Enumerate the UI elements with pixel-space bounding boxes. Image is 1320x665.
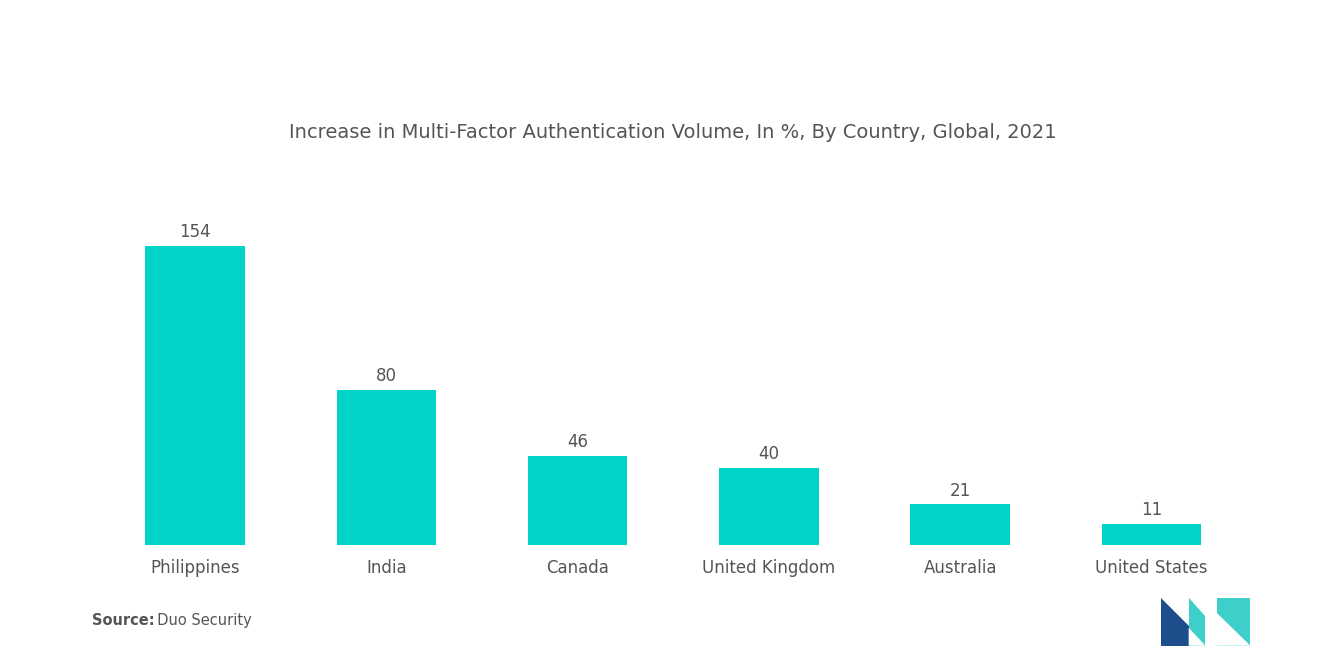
Polygon shape — [1189, 598, 1205, 616]
Polygon shape — [1217, 598, 1250, 646]
Text: 40: 40 — [759, 445, 779, 463]
Polygon shape — [1217, 613, 1250, 646]
Text: 154: 154 — [180, 223, 211, 241]
Bar — [145, 246, 244, 545]
Bar — [337, 390, 436, 545]
Bar — [719, 467, 818, 545]
Polygon shape — [1189, 628, 1205, 646]
Bar — [911, 505, 1010, 545]
Bar — [1102, 524, 1201, 545]
Text: Source:: Source: — [92, 613, 154, 628]
Title: Increase in Multi-Factor Authentication Volume, In %, By Country, Global, 2021: Increase in Multi-Factor Authentication … — [289, 124, 1057, 142]
Text: Duo Security: Duo Security — [148, 613, 252, 628]
Text: 11: 11 — [1140, 501, 1162, 519]
Polygon shape — [1160, 598, 1195, 630]
Polygon shape — [1189, 598, 1205, 646]
Text: 21: 21 — [949, 481, 970, 499]
Text: 80: 80 — [376, 367, 397, 385]
Polygon shape — [1160, 598, 1195, 646]
Text: 46: 46 — [568, 433, 587, 451]
Bar — [528, 456, 627, 545]
